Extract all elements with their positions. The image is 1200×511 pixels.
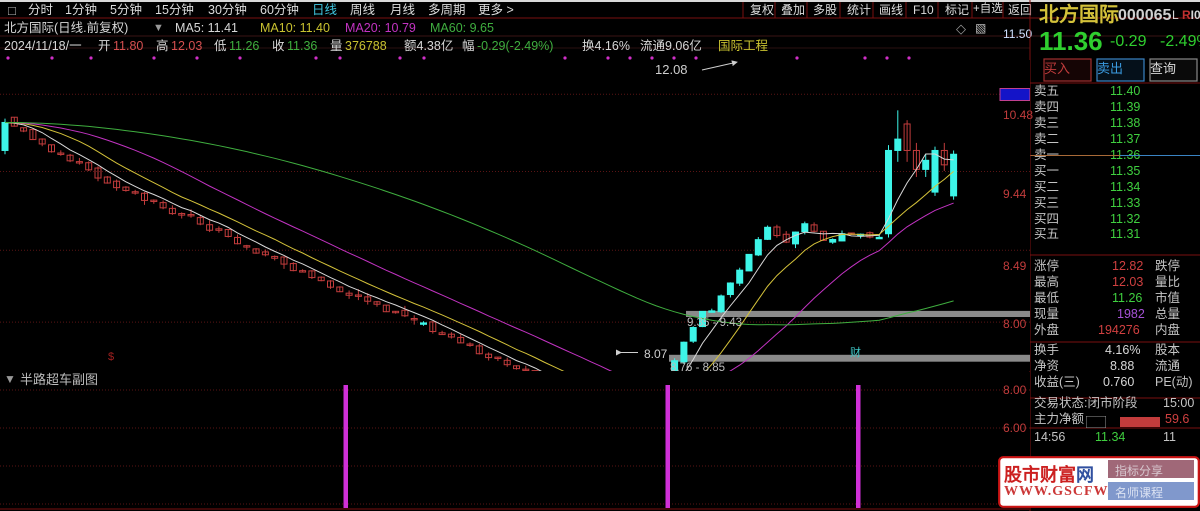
svg-text:$: $ [108,351,114,363]
svg-text:9.35 - 9.43: 9.35 - 9.43 [687,317,742,329]
svg-text:财: 财 [850,345,861,359]
svg-text:8.07: 8.07 [644,347,668,361]
svg-text:8.76 - 8.85: 8.76 - 8.85 [670,362,725,371]
svg-text:12.08: 12.08 [655,62,688,77]
